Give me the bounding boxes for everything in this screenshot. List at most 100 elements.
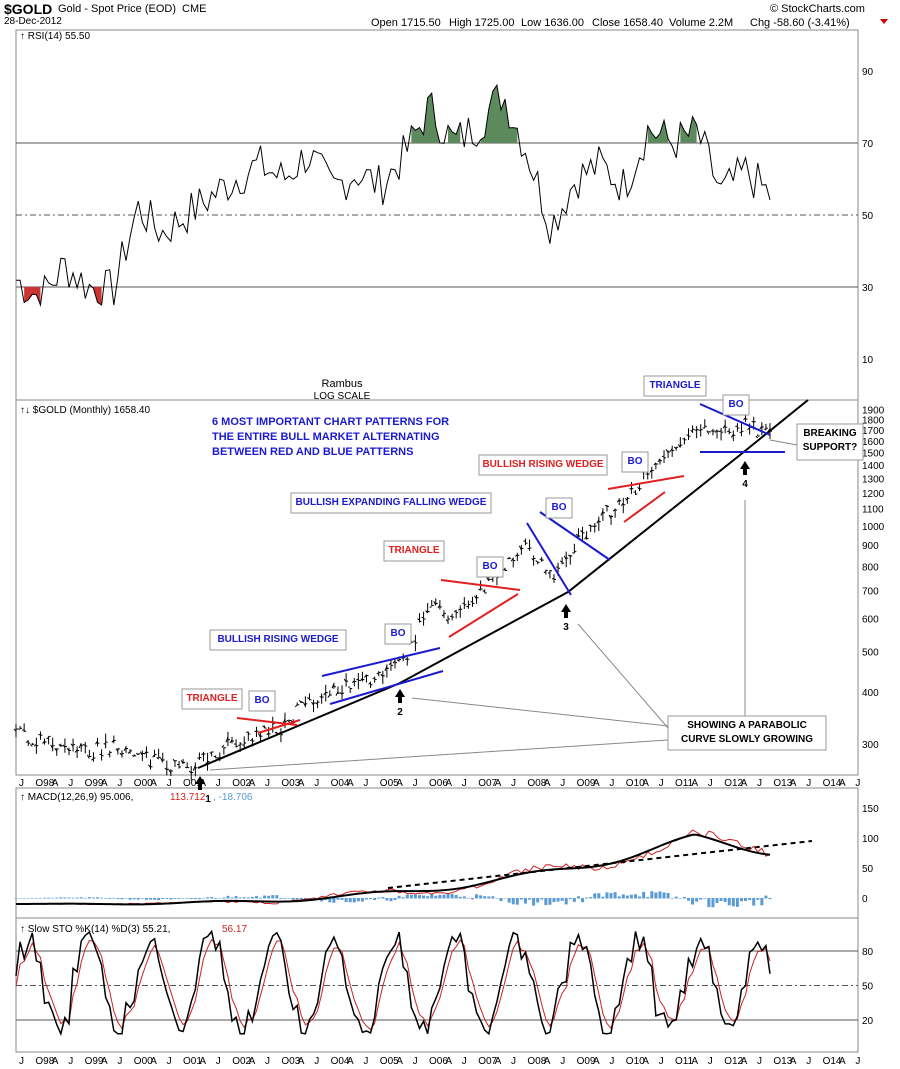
macd-histogram-bar xyxy=(279,898,283,899)
price-bar-open xyxy=(743,417,746,421)
macd-histogram-bar xyxy=(674,896,678,899)
macd-histogram-bar xyxy=(454,894,458,899)
price-bar-open xyxy=(563,555,567,560)
price-bar-open xyxy=(254,730,257,733)
macd-histogram-bar xyxy=(523,898,527,904)
time-axis-label: A xyxy=(741,778,748,789)
macd-tick-label: 0 xyxy=(862,894,868,905)
price-bar-open xyxy=(148,764,151,768)
instrument-name: Gold - Spot Price (EOD) xyxy=(58,3,176,15)
macd-histogram-bar xyxy=(397,895,401,899)
macd-histogram-bar xyxy=(719,898,723,902)
time-axis-label: A xyxy=(298,778,305,789)
price-bar-open xyxy=(339,692,343,695)
quote-close: Close 1658.40 xyxy=(592,17,663,29)
headline-text: THE ENTIRE BULL MARKET ALTERNATING xyxy=(212,431,440,443)
price-bar-open xyxy=(523,540,526,542)
macd-histogram-bar xyxy=(96,897,100,899)
macd-histogram-bar xyxy=(214,898,218,899)
time-axis-label: O08 xyxy=(527,778,546,789)
macd-histogram-bar xyxy=(169,898,173,900)
macd-histogram-bar xyxy=(413,894,417,899)
price-bar-open xyxy=(62,744,66,748)
price-bar-open xyxy=(620,502,624,506)
price-tick-label: 500 xyxy=(862,648,879,659)
macd-histogram-bar xyxy=(731,898,735,907)
time-axis-label: A xyxy=(495,778,502,789)
macd-histogram-bar xyxy=(197,898,201,900)
price-bar-open xyxy=(225,736,229,743)
macd-histogram-bar xyxy=(654,892,658,899)
rising-wedge-blue-upper xyxy=(321,647,441,677)
time-axis-label: O03 xyxy=(281,778,300,789)
time-axis-label: J xyxy=(511,778,516,789)
price-bar-open xyxy=(86,754,90,759)
macd-signal-value: 113.712 xyxy=(170,792,206,803)
touch-point-arrow xyxy=(195,776,205,790)
macd-histogram-bar xyxy=(475,894,479,899)
price-bar-open xyxy=(364,674,367,678)
price-bar-open xyxy=(388,662,392,665)
macd-histogram-bar xyxy=(140,898,144,899)
time-axis-label: O00 xyxy=(134,778,153,789)
price-bar-open xyxy=(335,691,339,696)
time-axis-label-bottom: O08 xyxy=(527,1056,546,1067)
macd-histogram-bar xyxy=(295,898,299,900)
macd-histogram-bar xyxy=(479,895,483,899)
macd-histogram-bar xyxy=(67,897,71,899)
macd-histogram-bar xyxy=(385,898,389,901)
time-axis-label-bottom: J xyxy=(806,1056,811,1067)
rising-wedge-label-2-box xyxy=(478,454,608,476)
macd-histogram-bar xyxy=(507,898,511,903)
price-bar-open xyxy=(665,448,669,453)
time-axis-label: J xyxy=(855,778,860,789)
macd-histogram-bar xyxy=(438,894,442,899)
price-bar-open xyxy=(727,430,730,433)
time-axis-label-bottom: J xyxy=(216,1056,221,1067)
rsi-overbought-fill xyxy=(680,116,697,143)
macd-histogram-bar xyxy=(124,897,128,899)
dropdown-icon[interactable] xyxy=(880,19,888,24)
macd-line xyxy=(15,833,771,906)
time-axis-label: O14 xyxy=(823,778,842,789)
breaking-support-callout: BREAKING xyxy=(803,428,857,439)
time-axis-label-bottom: O03 xyxy=(281,1056,300,1067)
macd-histogram-bar xyxy=(752,898,756,906)
price-bar-open xyxy=(74,749,78,753)
macd-histogram-bar xyxy=(185,897,189,899)
sto-legend: ↑ Slow STO %K(14) %D(3) 55.21, xyxy=(20,924,170,935)
macd-tick-label: 100 xyxy=(862,834,879,845)
rising-wedge-label: BULLISH RISING WEDGE xyxy=(217,634,338,645)
macd-histogram-bar xyxy=(230,897,234,899)
time-axis-label: J xyxy=(560,778,565,789)
price-tick-label: 1100 xyxy=(862,505,884,516)
time-axis-label: J xyxy=(314,778,319,789)
triangle-label-3: TRIANGLE xyxy=(649,380,700,391)
time-axis-label-bottom: J xyxy=(117,1056,122,1067)
triangle2-red-upper xyxy=(440,579,521,591)
macd-histogram-bar xyxy=(625,895,629,899)
time-axis-label-bottom: J xyxy=(511,1056,516,1067)
sto-tick-label: 50 xyxy=(862,982,874,993)
price-bar-open xyxy=(486,577,490,582)
price-bar-open xyxy=(307,697,310,700)
macd-histogram-bar xyxy=(43,897,47,899)
macd-histogram-bar xyxy=(108,898,112,899)
time-axis-label: O02 xyxy=(232,778,251,789)
macd-histogram-bar xyxy=(707,898,711,908)
price-tick-label: 1700 xyxy=(862,426,885,437)
macd-histogram-bar xyxy=(760,898,764,906)
macd-histogram-bar xyxy=(336,898,340,900)
macd-histogram-bar xyxy=(560,898,564,901)
rsi-tick-label: 90 xyxy=(862,67,874,78)
price-bar-open xyxy=(123,747,127,751)
price-bar-open xyxy=(229,739,233,744)
triangle-label-1-box xyxy=(181,688,243,710)
price-bar-open xyxy=(474,595,477,600)
price-bar-open xyxy=(576,533,579,538)
time-axis-label: A xyxy=(839,778,846,789)
macd-histogram-bar xyxy=(487,896,491,899)
price-bar-open xyxy=(343,678,347,683)
price-bar-open xyxy=(83,743,86,746)
falling-wedge-blue-upper xyxy=(539,511,611,561)
